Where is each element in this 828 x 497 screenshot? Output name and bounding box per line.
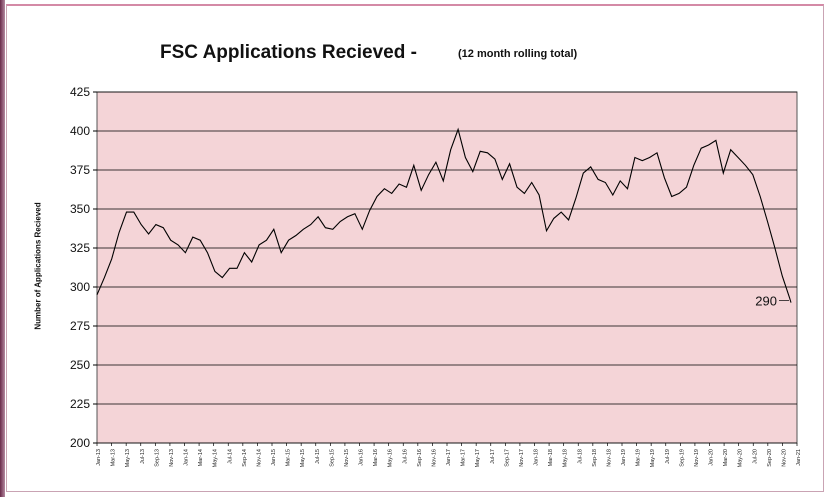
x-tick-label: May-17 [475,449,481,467]
plot-area [96,91,798,444]
y-tick-label: 200 [70,436,90,450]
y-tick-label: 350 [70,202,90,216]
x-tick-label: May-19 [650,449,656,467]
x-tick-label: Sep-17 [504,449,510,467]
x-tick-label: Sep-13 [154,449,160,467]
x-tick-label: Nov-15 [344,449,350,467]
y-tick-label: 300 [70,280,90,294]
x-tick-label: Jan-17 [446,449,452,466]
y-tick-label: 225 [70,397,90,411]
x-tick-label: Sep-14 [242,449,248,467]
series-line [96,127,792,303]
x-tick-label: Mar-14 [198,449,204,466]
window-edge [0,0,5,497]
x-tick-label: Jul-19 [665,449,671,464]
y-tick-label: 400 [70,124,90,138]
x-tick-label: Jul-17 [490,449,496,464]
x-tick-label: May-18 [563,449,569,467]
x-tick-label: Mar-20 [723,449,729,466]
chart-title: FSC Applications Recieved - [160,42,417,63]
x-tick-label: Mar-15 [286,449,292,466]
x-tick-label: Jul-16 [402,449,408,464]
y-tick-label: 275 [70,319,90,333]
x-tick-label: Jul-18 [577,449,583,464]
x-tick-label: Jul-13 [140,449,146,464]
x-tick-label: May-20 [738,449,744,467]
x-tick-label: Jan-14 [184,449,190,466]
x-tick-label: Jul-20 [752,449,758,464]
y-tick-label: 325 [70,241,90,255]
x-tick-label: May-14 [213,449,219,467]
x-tick-label: Jan-21 [796,449,802,466]
x-tick-label: Jan-18 [534,449,540,466]
x-tick-label: Jan-13 [96,449,102,466]
x-tick-label: Nov-14 [256,449,262,467]
x-tick-label: Jan-16 [359,449,365,466]
x-tick-label: Sep-20 [767,449,773,467]
y-tick-label: 250 [70,358,90,372]
x-tick-label: Sep-18 [592,449,598,467]
x-tick-label: Jan-19 [621,449,627,466]
x-tick-label: Jul-15 [315,449,321,464]
x-tick-label: Mar-19 [636,449,642,466]
x-tick-label: Nov-18 [606,449,612,467]
end-data-label: 290 [755,294,777,309]
x-tick-label: Nov-16 [431,449,437,467]
x-tick-label: Mar-16 [373,449,379,466]
chart-subtitle: (12 month rolling total) [458,48,578,60]
chart-frame [6,4,824,492]
y-tick-label: 425 [70,85,90,99]
y-tick-label: 375 [70,163,90,177]
x-tick-label: Mar-17 [461,449,467,466]
x-tick-label: May-15 [300,449,306,467]
x-tick-label: Jan-15 [271,449,277,466]
x-tick-label: Nov-19 [694,449,700,467]
x-tick-label: Nov-17 [519,449,525,467]
x-tick-label: Nov-13 [169,449,175,467]
x-tick-label: Mar-13 [111,449,117,466]
x-tick-label: Mar-18 [548,449,554,466]
x-tick-label: Sep-15 [329,449,335,467]
x-tick-label: Jul-14 [227,449,233,464]
x-tick-label: May-13 [125,449,131,467]
x-tick-label: Sep-16 [417,449,423,467]
x-tick-label: Nov-20 [781,449,787,467]
x-tick-label: May-16 [388,449,394,467]
x-tick-label: Sep-19 [679,449,685,467]
x-tick-label: Jan-20 [709,449,715,466]
